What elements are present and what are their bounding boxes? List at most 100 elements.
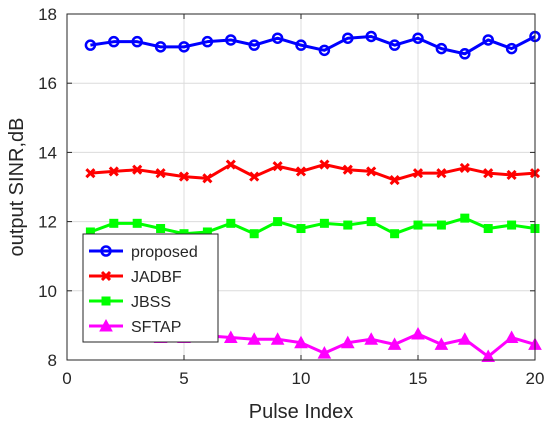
data-point xyxy=(504,330,519,344)
data-point xyxy=(249,171,260,182)
data-point xyxy=(435,42,448,55)
square-marker-shape xyxy=(226,218,236,228)
square-marker-shape xyxy=(132,218,142,228)
data-point xyxy=(201,35,214,48)
data-point xyxy=(178,171,190,182)
triangle-marker-shape xyxy=(457,332,472,345)
data-point xyxy=(296,224,306,234)
data-point xyxy=(295,166,307,177)
y-tick-label: 18 xyxy=(38,5,57,24)
data-point xyxy=(108,35,120,48)
legend-item-jadbf: JADBF xyxy=(89,269,182,286)
data-point xyxy=(272,161,283,172)
data-point xyxy=(85,168,96,179)
square-marker-shape xyxy=(296,224,306,234)
square-marker-shape xyxy=(507,220,517,230)
data-point xyxy=(481,349,496,363)
data-point xyxy=(436,168,447,179)
square-marker-shape xyxy=(390,229,400,239)
square-marker-shape xyxy=(273,217,283,227)
x-marker-shape xyxy=(100,270,112,282)
x-marker-shape xyxy=(295,166,307,177)
x-marker-shape xyxy=(249,171,260,182)
data-point xyxy=(390,229,400,239)
square-marker-shape xyxy=(343,220,353,230)
legend-marker xyxy=(100,245,112,257)
y-tick-label: 12 xyxy=(38,213,57,232)
data-point xyxy=(155,168,166,179)
circle-marker-shape xyxy=(388,39,401,51)
legend-label: proposed xyxy=(131,244,198,261)
data-point xyxy=(365,30,377,43)
x-marker-shape xyxy=(132,164,143,175)
data-point xyxy=(109,218,119,228)
data-point xyxy=(434,337,449,350)
x-marker-shape xyxy=(178,171,190,182)
triangle-marker-shape xyxy=(364,332,379,345)
circle-marker-shape xyxy=(482,34,494,46)
data-point xyxy=(318,44,331,57)
x-marker-shape xyxy=(85,168,96,179)
circle-marker-shape xyxy=(365,30,377,43)
data-point xyxy=(413,220,423,230)
x-marker-shape xyxy=(459,162,470,174)
circle-marker-shape xyxy=(248,39,260,51)
data-point xyxy=(273,217,283,227)
circle-marker-shape xyxy=(100,245,112,257)
data-point xyxy=(340,335,355,349)
circle-marker-shape xyxy=(295,39,307,51)
triangle-marker-shape xyxy=(247,332,262,345)
x-marker-shape xyxy=(155,168,166,179)
data-point xyxy=(436,220,446,230)
data-point xyxy=(249,229,259,239)
data-point xyxy=(412,168,424,179)
legend-label: SFTAP xyxy=(131,319,181,336)
square-marker-shape xyxy=(101,296,111,306)
legend-marker xyxy=(101,296,111,306)
data-point xyxy=(389,175,400,186)
circle-marker-shape xyxy=(201,35,214,48)
legend-item-sftap: SFTAP xyxy=(89,318,181,336)
data-point xyxy=(108,166,119,177)
circle-marker-shape xyxy=(505,42,518,55)
x-marker-shape xyxy=(225,159,236,170)
data-point xyxy=(317,346,332,359)
x-tick-label: 15 xyxy=(409,369,428,388)
data-point xyxy=(459,48,471,60)
circle-marker-shape xyxy=(459,48,471,60)
square-marker-shape xyxy=(366,217,376,227)
data-point xyxy=(225,34,237,46)
triangle-marker-shape xyxy=(223,330,238,344)
square-marker-shape xyxy=(109,218,119,228)
legend-label: JADBF xyxy=(131,269,182,286)
data-point xyxy=(388,39,401,51)
x-tick-label: 5 xyxy=(179,369,188,388)
circle-marker-shape xyxy=(271,32,284,44)
triangle-marker-shape xyxy=(99,318,113,332)
x-marker-shape xyxy=(483,168,494,179)
data-point xyxy=(459,162,470,174)
axis-ticks: 0 5 10 15 20 8 10 12 14 16 18 xyxy=(38,5,544,388)
y-axis-label: output SINR,dB xyxy=(6,118,28,257)
data-point xyxy=(270,332,285,345)
x-marker-shape xyxy=(319,159,330,170)
data-point xyxy=(366,166,377,177)
circle-marker-shape xyxy=(108,35,120,48)
x-marker-shape xyxy=(436,168,447,179)
data-point xyxy=(387,337,402,350)
x-marker-shape xyxy=(412,168,424,179)
data-point xyxy=(319,159,330,170)
data-point xyxy=(295,39,307,51)
circle-marker-shape xyxy=(412,32,424,44)
legend-item-proposed: proposed xyxy=(89,244,198,261)
data-point xyxy=(154,41,167,53)
circle-marker-shape xyxy=(84,39,97,51)
circle-marker-shape xyxy=(435,42,448,55)
x-marker-shape xyxy=(389,175,400,186)
x-marker-shape xyxy=(272,161,283,172)
data-point xyxy=(412,32,424,44)
data-point xyxy=(248,39,260,51)
data-point xyxy=(411,327,425,340)
triangle-marker-shape xyxy=(340,335,355,349)
series-jadbf xyxy=(85,159,541,186)
